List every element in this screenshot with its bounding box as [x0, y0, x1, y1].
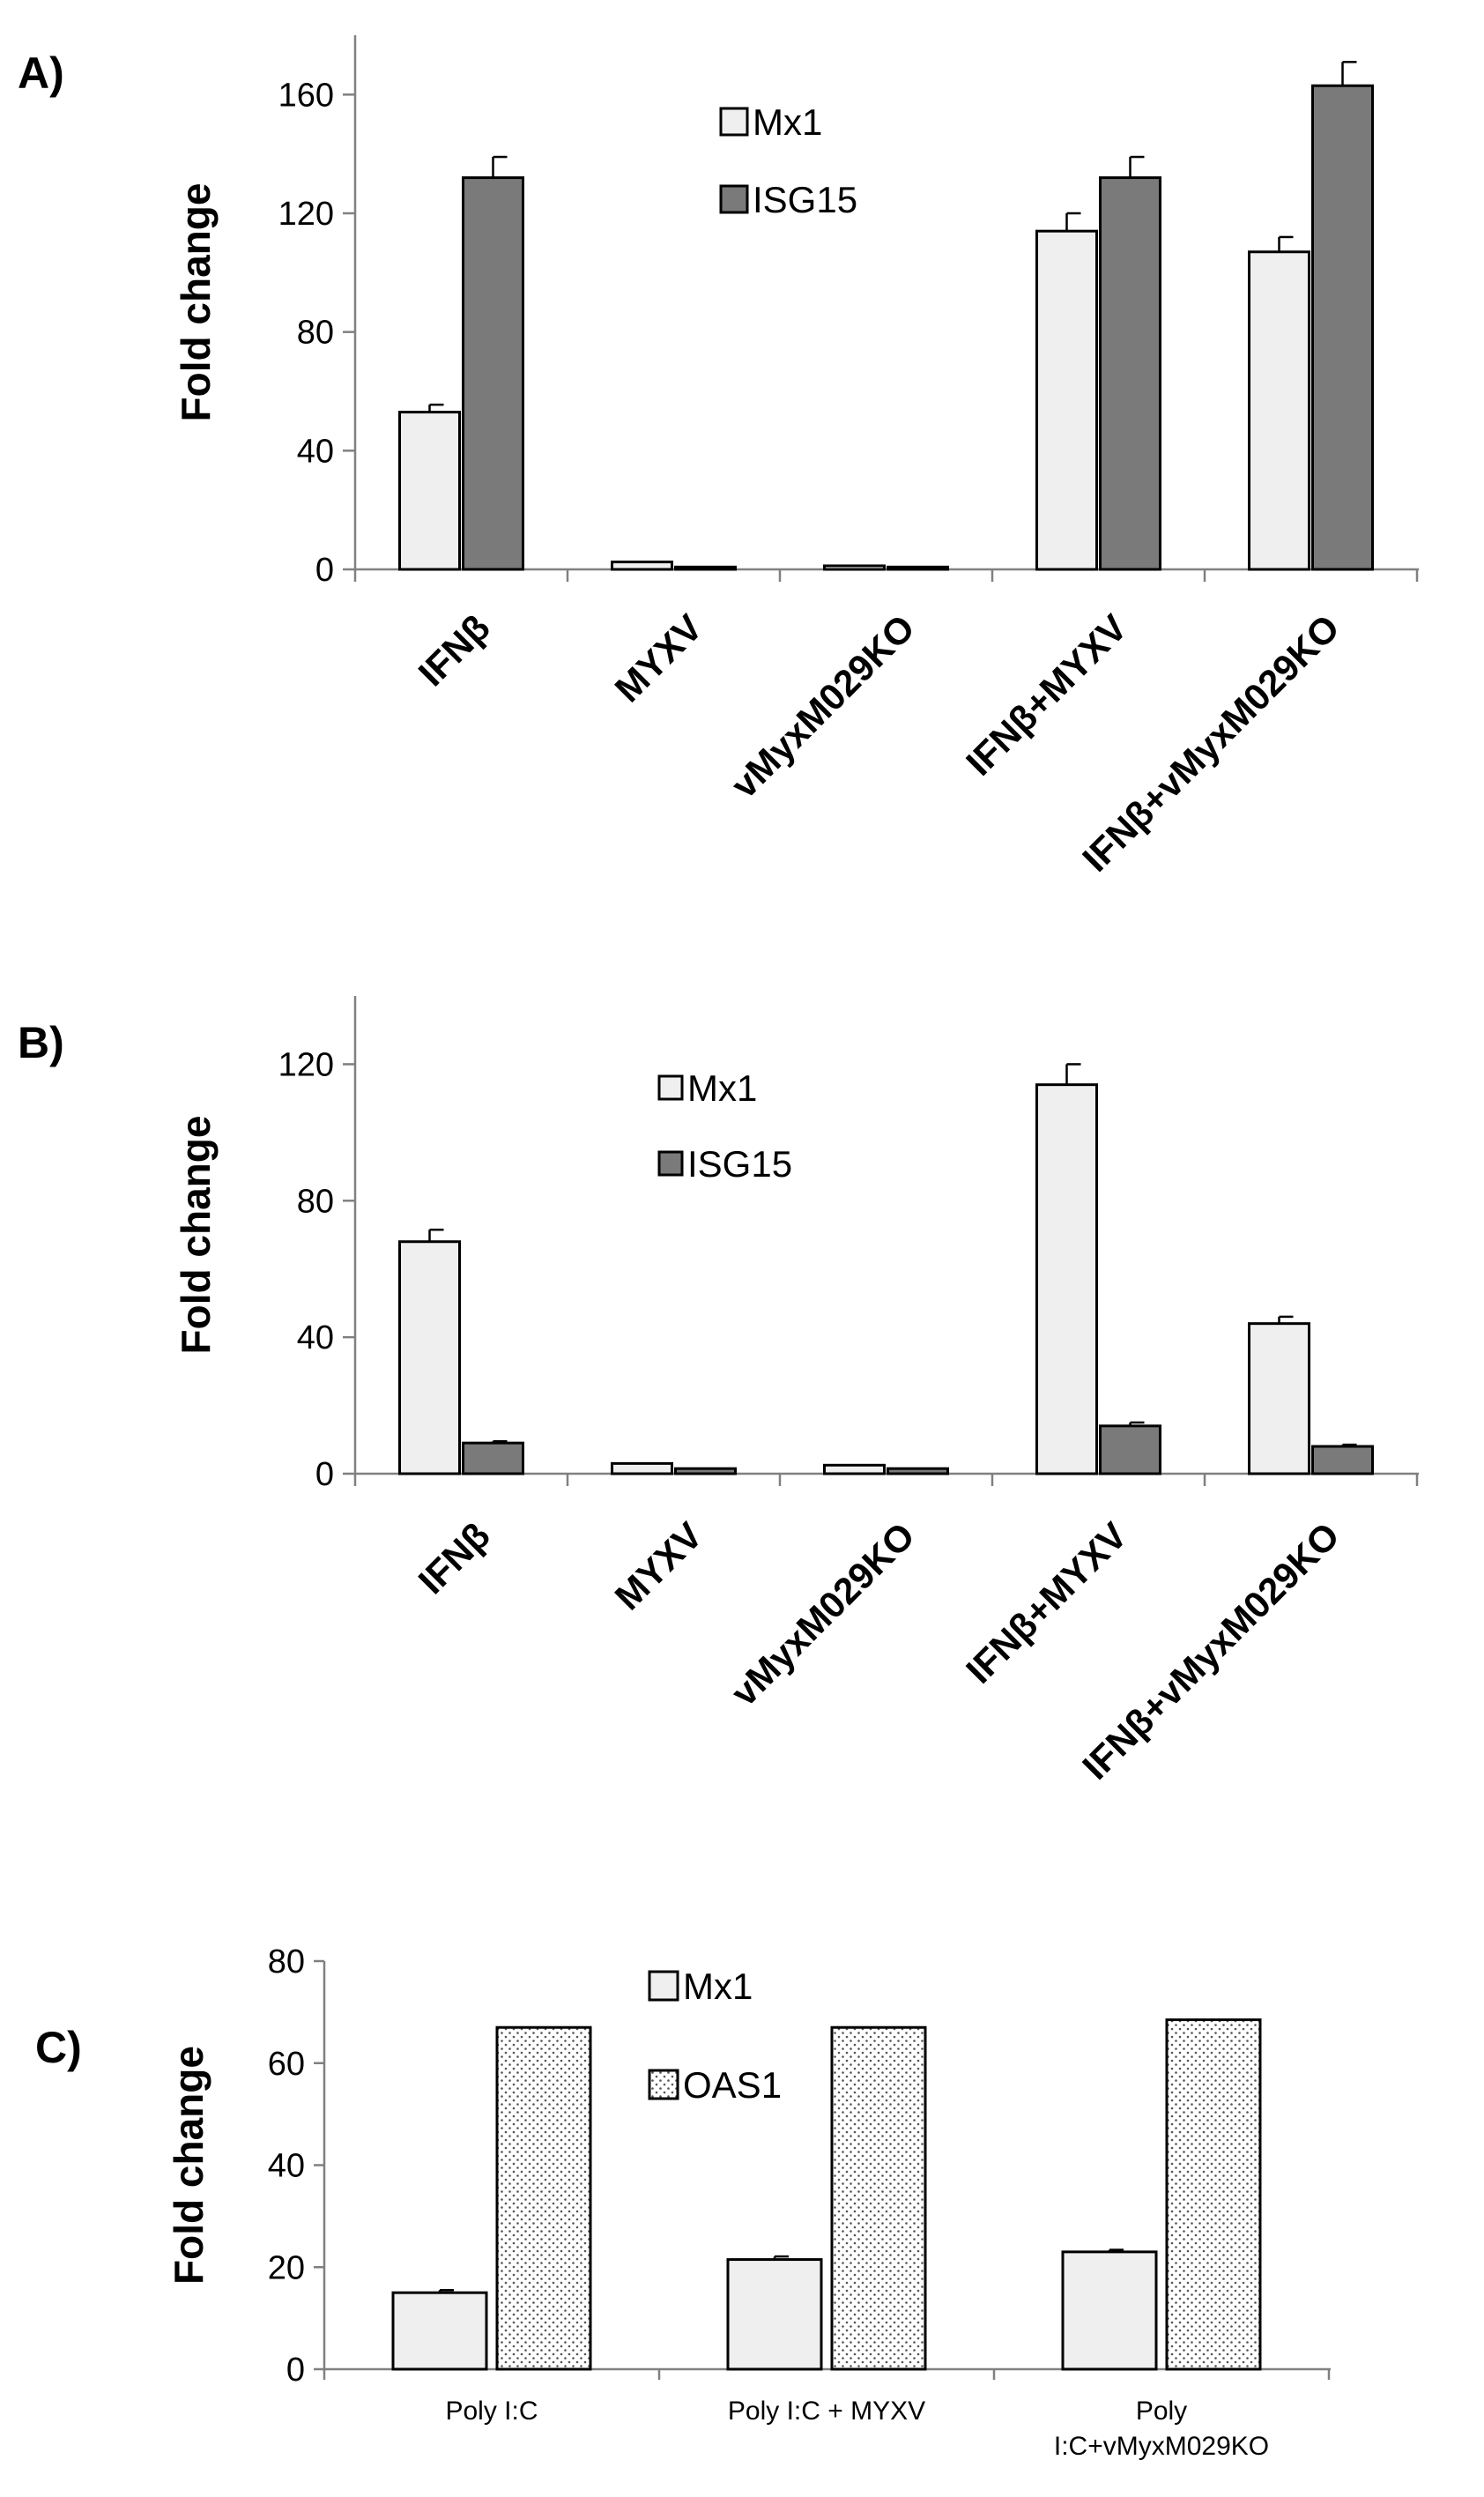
bar-mx1-3	[823, 1463, 886, 1475]
y-tick-label: 20	[268, 2249, 305, 2286]
bar-isg15-4	[1099, 176, 1161, 571]
legend-label: Mx1	[683, 1966, 753, 2007]
x-category-label: IFNβ+MYXV	[958, 1514, 1135, 1691]
bar-oas1-2	[830, 2025, 927, 2371]
y-tick-label: 0	[315, 552, 334, 589]
legend-swatch-oas1	[648, 2069, 679, 2100]
bar-mx1-4	[1035, 1083, 1098, 1475]
legend-swatch-isg15	[719, 184, 749, 214]
chart-panel-1: A) Fold change 0 40 80 120 160 IFNβ MYXV vMyxM029…	[18, 35, 1419, 880]
legend-swatch-isg15	[657, 1150, 684, 1177]
y-tick-label: 80	[297, 1183, 334, 1220]
x-category-label: MYXV	[606, 1514, 709, 1617]
y-axis-label: Fold change	[173, 183, 219, 422]
legend-swatch-mx1	[648, 1970, 679, 2002]
y-tick-label: 80	[297, 315, 334, 352]
legend-swatch-mx1	[719, 107, 749, 137]
x-category-label: vMyxM029KO	[723, 606, 923, 806]
x-category-label: MYXV	[606, 606, 709, 710]
legend-label: Mx1	[687, 1067, 757, 1109]
bar-oas1-1	[495, 2025, 592, 2371]
y-tick-label: 80	[268, 1943, 305, 1981]
bar-mx1-2	[611, 561, 673, 571]
bar-isg15-5	[1311, 1445, 1374, 1475]
bar-mx1-1	[398, 411, 461, 571]
legend-label: ISG15	[687, 1143, 792, 1185]
bar-mx1-1	[391, 2291, 488, 2371]
y-tick-label: 160	[278, 77, 334, 114]
x-category-label: Poly I:C	[445, 2397, 538, 2426]
chart-panel-3: C) Fold change 0 20 40 60 80 Poly I:C Poly I:C +…	[35, 1943, 1331, 2461]
bar-mx1-3	[1061, 2250, 1158, 2371]
y-tick-label: 40	[268, 2148, 305, 2185]
bar-mx1-5	[1248, 1322, 1310, 1475]
bar-mx1-2	[611, 1461, 673, 1475]
x-category-label: I:C+vMyxM029KO	[1054, 2432, 1269, 2461]
bar-mx1-4	[1035, 229, 1098, 571]
bar-oas1-3	[1165, 2018, 1262, 2371]
x-category-label: IFNβ	[411, 606, 498, 694]
bar-isg15-2	[674, 565, 737, 571]
bar-mx1-2	[726, 2258, 823, 2371]
bar-mx1-1	[398, 1240, 461, 1475]
legend-label: Mx1	[753, 101, 822, 143]
bar-isg15-4	[1099, 1424, 1161, 1475]
panel-label: A)	[18, 48, 64, 98]
bar-isg15-1	[462, 1441, 524, 1475]
panel-label: B)	[18, 1018, 64, 1067]
legend-label: ISG15	[753, 179, 857, 220]
x-category-label: IFNβ	[411, 1514, 498, 1601]
bar-mx1-5	[1248, 250, 1310, 571]
x-category-label: IFNβ+MYXV	[958, 606, 1135, 784]
y-tick-label: 40	[297, 433, 334, 470]
y-tick-label: 60	[268, 2046, 305, 2083]
bar-isg15-2	[674, 1467, 737, 1475]
bar-isg15-1	[462, 176, 524, 571]
x-category-label: Poly I:C + MYXV	[728, 2397, 925, 2426]
bar-isg15-3	[887, 565, 949, 571]
x-category-label: Poly	[1136, 2397, 1187, 2426]
panel-label: C)	[35, 2023, 82, 2072]
bar-mx1-3	[823, 564, 886, 571]
y-tick-label: 0	[286, 2352, 305, 2389]
bar-isg15-3	[887, 1467, 949, 1475]
y-tick-label: 120	[278, 196, 334, 233]
y-axis-label: Fold change	[166, 2046, 211, 2285]
bar-isg15-5	[1311, 84, 1374, 571]
y-tick-label: 0	[315, 1456, 334, 1493]
y-axis-label: Fold change	[173, 1116, 219, 1355]
legend-label: OAS1	[683, 2064, 782, 2106]
legend-swatch-mx1	[657, 1074, 684, 1101]
y-tick-label: 40	[297, 1319, 334, 1356]
x-category-label: vMyxM029KO	[723, 1514, 923, 1713]
y-tick-label: 120	[278, 1046, 334, 1083]
